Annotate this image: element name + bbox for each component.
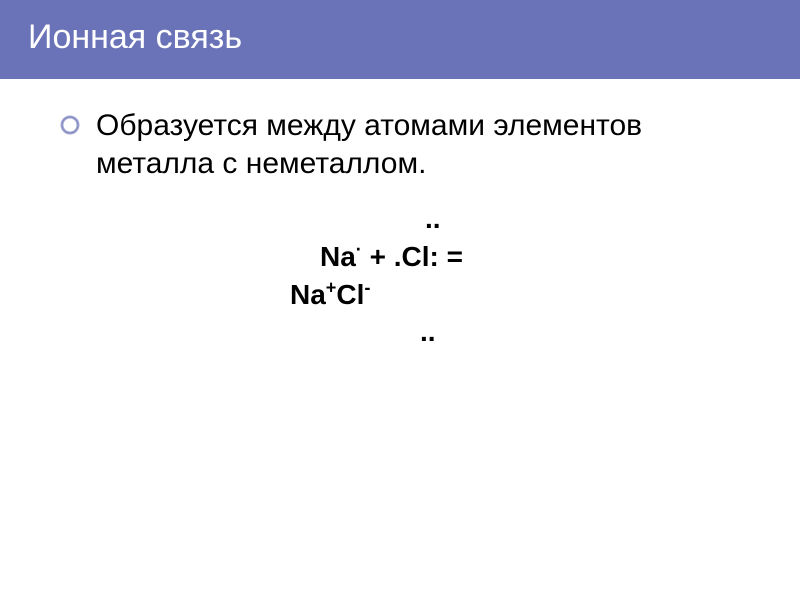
eq-na2: Na (290, 279, 326, 310)
eq-cl-charge: - (364, 277, 370, 297)
slide-title-bar: Ионная связь (0, 0, 800, 77)
eq-dots-top: .. (320, 200, 750, 238)
bullet-icon (60, 115, 80, 135)
eq-na: Na (320, 241, 356, 272)
equation-block: .. Na· + .Cl: = Na+Cl- .. (60, 200, 750, 351)
bullet-item: Образуется между атомами элементов метал… (60, 107, 750, 182)
eq-dots-bottom: .. (320, 313, 750, 351)
eq-product-line: Na+Cl- (290, 276, 750, 314)
eq-reaction-line: Na· + .Cl: = (320, 238, 750, 276)
slide-content: Образуется между атомами элементов метал… (0, 77, 800, 351)
body-text: Образуется между атомами элементов метал… (96, 107, 750, 182)
eq-cl2: Cl (336, 279, 364, 310)
eq-plus-cl: + .Cl: = (362, 241, 463, 272)
slide-title: Ионная связь (28, 18, 800, 57)
eq-na-charge: + (326, 277, 337, 297)
